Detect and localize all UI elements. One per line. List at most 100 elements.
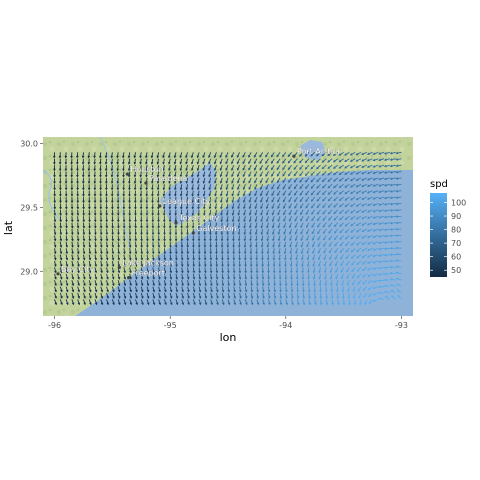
wind-arrow-head <box>145 194 148 197</box>
wind-arrow-head <box>311 205 314 209</box>
wind-arrow-head <box>100 257 103 261</box>
wind-arrow-head <box>301 264 304 268</box>
wind-arrow-head <box>231 219 235 223</box>
wind-arrow-head <box>59 194 62 197</box>
wind-arrow-head <box>139 181 143 185</box>
wind-arrow-head <box>71 276 75 280</box>
wind-arrow-head <box>158 302 161 306</box>
wind-arrow-head <box>105 194 108 197</box>
wind-arrow-head <box>83 302 86 306</box>
wind-arrow-head <box>389 272 393 275</box>
wind-arrow-head <box>349 165 353 169</box>
wind-arrow-head <box>220 225 224 229</box>
wind-arrow-head <box>395 215 399 218</box>
wind-arrow-head <box>357 289 361 292</box>
wind-arrow-head <box>168 219 172 223</box>
wind-arrow-head <box>64 181 68 185</box>
wind-arrow-head <box>116 206 120 210</box>
wind-arrow-head <box>123 302 127 306</box>
wind-arrow-head <box>236 155 240 158</box>
wind-arrow-head <box>277 225 280 229</box>
wind-arrow-head <box>327 211 331 215</box>
wind-arrow-head <box>208 187 211 191</box>
wind-arrow-head <box>322 212 325 215</box>
wind-arrow-head <box>362 281 365 285</box>
wind-arrow-head <box>185 155 188 159</box>
wind-arrow-head <box>185 181 188 184</box>
wind-arrow-head <box>59 232 63 236</box>
wind-arrow-head <box>170 302 173 306</box>
wind-arrow-head <box>336 296 340 300</box>
wind-arrow-head <box>254 167 257 171</box>
wind-arrow-head <box>157 226 160 229</box>
wind-arrow-head <box>249 225 252 229</box>
wind-arrow-head <box>243 232 247 236</box>
wind-arrow-head <box>70 168 73 172</box>
wind-arrow-head <box>227 289 231 293</box>
wind-arrow-head <box>366 197 370 200</box>
wind-arrow-head <box>158 270 161 274</box>
wind-arrow-head <box>327 166 330 170</box>
wind-arrow-head <box>227 270 230 274</box>
wind-arrow-head <box>361 152 364 156</box>
wind-arrow-head <box>254 180 257 184</box>
wind-arrow-head <box>87 168 91 172</box>
wind-arrow-head <box>288 219 292 222</box>
wind-arrow-head <box>122 226 126 229</box>
wind-arrow-head <box>350 223 353 227</box>
wind-arrow-head <box>287 161 291 164</box>
wind-arrow-head <box>372 286 376 290</box>
wind-arrow-head <box>175 270 178 274</box>
wind-arrow-head <box>170 296 173 299</box>
wind-arrow-head <box>204 302 208 306</box>
wind-arrow-head <box>389 259 393 263</box>
wind-arrow-head <box>291 296 294 300</box>
wind-arrow-head <box>71 245 74 248</box>
wind-arrow-head <box>289 257 293 261</box>
wind-arrow-head <box>266 212 269 216</box>
wind-arrow-head <box>204 283 207 287</box>
wind-arrow-head <box>193 302 196 306</box>
wind-arrow-head <box>233 302 237 306</box>
wind-arrow-head <box>295 277 299 280</box>
wind-arrow-head <box>300 219 303 222</box>
wind-arrow-head <box>105 213 108 217</box>
wind-arrow-head <box>162 200 166 204</box>
wind-arrow-head <box>82 213 85 217</box>
wind-arrow-head <box>163 277 167 280</box>
wind-arrow-head <box>378 273 381 276</box>
wind-arrow-head <box>70 200 74 204</box>
wind-arrow-head <box>66 296 69 299</box>
wind-arrow-head <box>361 255 365 258</box>
wind-arrow-head <box>277 193 280 197</box>
wind-arrow-head <box>334 244 337 247</box>
wind-arrow-head <box>389 171 393 174</box>
wind-arrow-head <box>58 168 62 172</box>
wind-arrow-head <box>76 155 79 159</box>
wind-arrow-head <box>242 187 246 191</box>
wind-arrow-head <box>267 270 270 274</box>
wind-arrow-head <box>249 219 252 223</box>
wind-arrow-head <box>245 296 248 299</box>
wind-arrow-head <box>267 289 271 293</box>
wind-arrow-head <box>179 187 183 191</box>
wind-arrow-head <box>146 245 149 248</box>
wind-arrow-head <box>389 164 393 168</box>
wind-arrow-head <box>254 174 257 178</box>
wind-arrow-head <box>231 200 234 204</box>
wind-arrow-head <box>328 250 332 254</box>
wind-arrow-head <box>208 213 212 216</box>
wind-arrow-head <box>378 209 381 213</box>
wind-arrow-head <box>225 174 228 178</box>
wind-arrow-head <box>278 277 282 280</box>
wind-arrow-head <box>395 246 399 250</box>
wind-arrow-head <box>238 245 241 248</box>
wind-arrow-head <box>93 187 97 191</box>
wind-arrow-head <box>88 264 92 268</box>
wind-arrow-head <box>315 153 319 157</box>
wind-arrow-head <box>261 257 264 261</box>
wind-arrow-head <box>179 155 182 159</box>
wind-arrow-head <box>128 206 131 210</box>
wind-arrow-head <box>259 161 262 165</box>
wind-arrow-head <box>150 161 154 165</box>
